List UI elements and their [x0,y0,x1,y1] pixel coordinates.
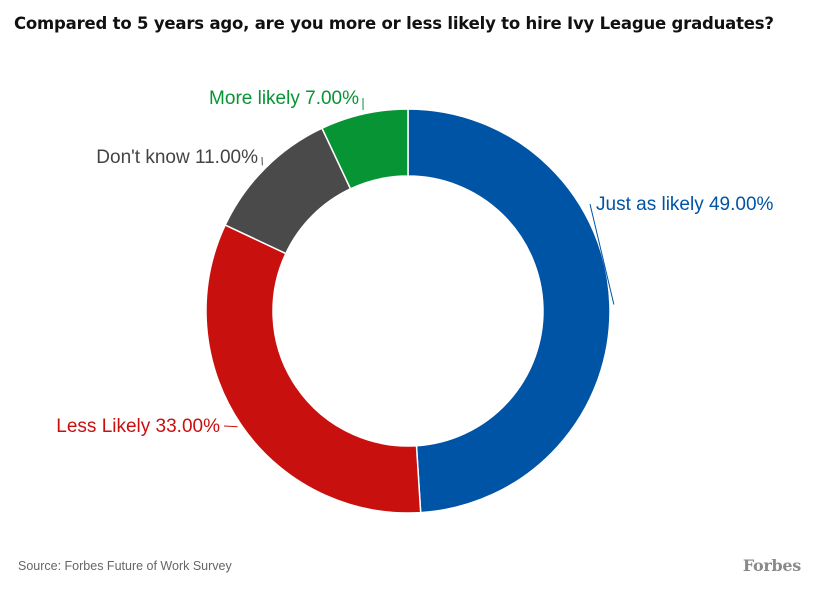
slice-less-likely [205,223,422,514]
slice-more-likely [320,108,409,190]
slice-label: Just as likely 49.00% [596,194,774,215]
leader-line [589,203,615,305]
leader-line [223,425,238,428]
slice-just-as-likely [407,108,611,514]
slice-label: More likely 7.00% [209,88,359,109]
slice-label: Less Likely 33.00% [56,416,220,437]
source-note: Source: Forbes Future of Work Survey [18,559,232,573]
slice-label: Don't know 11.00% [96,147,258,168]
forbes-logo: Forbes [742,556,801,575]
chart-title: Compared to 5 years ago, are you more or… [14,14,774,33]
